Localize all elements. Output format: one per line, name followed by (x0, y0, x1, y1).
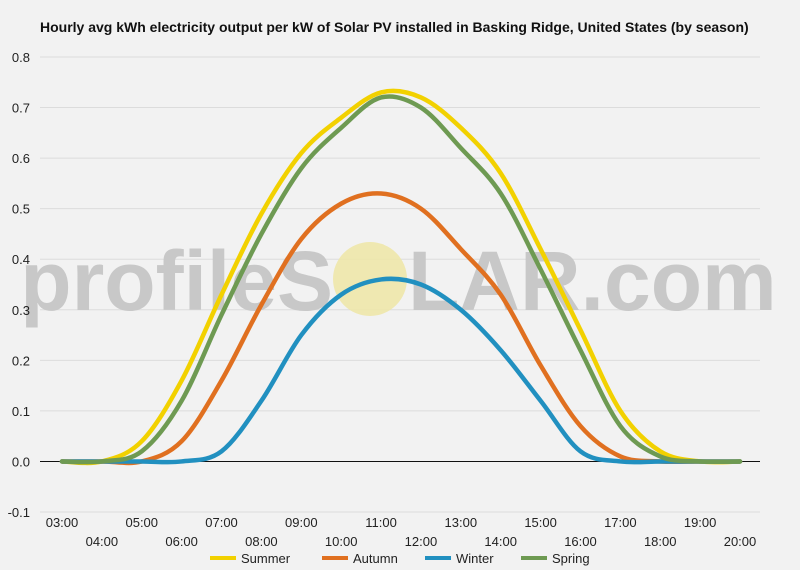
legend-label-winter: Winter (456, 551, 494, 566)
x-tick-label: 04:00 (86, 534, 119, 549)
x-tick-label: 06:00 (165, 534, 198, 549)
y-tick-label: -0.1 (8, 505, 30, 520)
x-tick-label: 16:00 (564, 534, 597, 549)
x-tick-label: 03:00 (46, 515, 79, 530)
x-tick-label: 09:00 (285, 515, 318, 530)
y-tick-label: 0.8 (12, 50, 30, 65)
x-tick-label: 08:00 (245, 534, 278, 549)
watermark: profileS LAR.com (20, 234, 776, 328)
watermark-text-right: LAR.com (408, 234, 777, 328)
legend-label-autumn: Autumn (353, 551, 398, 566)
x-tick-label: 15:00 (524, 515, 557, 530)
x-tick-label: 11:00 (365, 515, 397, 530)
chart-title: Hourly avg kWh electricity output per kW… (40, 19, 749, 35)
x-tick-label: 12:00 (405, 534, 438, 549)
watermark-sun-icon (333, 242, 407, 316)
series-lines (59, 88, 743, 466)
y-tick-label: 0.3 (12, 303, 30, 318)
x-tick-label: 14:00 (484, 534, 517, 549)
series-line-spring (59, 94, 743, 465)
series-line-winter (59, 276, 743, 465)
series-line-autumn (59, 191, 743, 466)
x-tick-label: 18:00 (644, 534, 677, 549)
x-axis-ticks: 03:00 04:00 05:00 06:00 07:00 08:00 09:00 10:00… (46, 515, 757, 549)
legend-label-summer: Summer (241, 551, 291, 566)
x-tick-label: 19:00 (684, 515, 717, 530)
x-tick-label: 17:00 (604, 515, 637, 530)
y-tick-label: 0.2 (12, 353, 30, 368)
x-tick-label: 07:00 (205, 515, 238, 530)
y-axis-ticks: 0.8 0.7 0.6 0.5 0.4 0.3 0.2 0.1 0.0 -0.1 (8, 50, 30, 520)
watermark-text-left: profileS (20, 234, 333, 328)
x-tick-label: 20:00 (724, 534, 757, 549)
x-tick-label: 05:00 (125, 515, 158, 530)
legend: Summer Autumn Winter Spring (210, 551, 590, 566)
y-tick-label: 0.7 (12, 101, 30, 116)
y-tick-label: 0.6 (12, 151, 30, 166)
x-tick-label: 13:00 (445, 515, 478, 530)
y-tick-label: 0.4 (12, 252, 30, 267)
y-tick-label: 0.0 (12, 454, 30, 469)
x-tick-label: 10:00 (325, 534, 358, 549)
y-tick-label: 0.1 (12, 404, 30, 419)
series-line-summer (59, 88, 743, 466)
y-tick-label: 0.5 (12, 202, 30, 217)
legend-label-spring: Spring (552, 551, 590, 566)
